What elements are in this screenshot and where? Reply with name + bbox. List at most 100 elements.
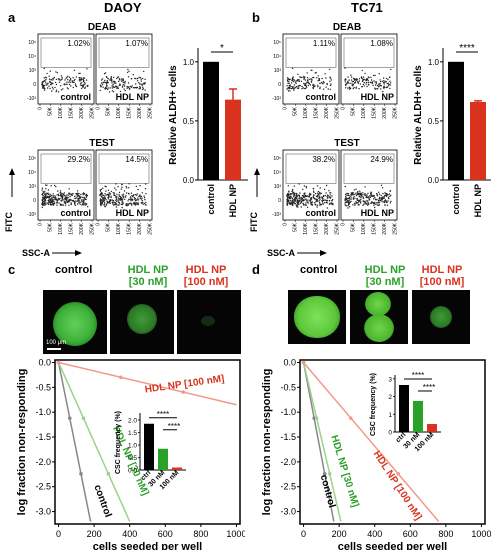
- flow-dot: [286, 88, 288, 90]
- flow-dot: [82, 192, 85, 194]
- flow-dot: [288, 85, 290, 87]
- flow-dot: [299, 192, 301, 194]
- flow-dot: [102, 196, 104, 199]
- flow-dot: [60, 193, 63, 195]
- x-axis-label: cells seeded per well: [338, 541, 447, 550]
- flow-dot: [298, 194, 300, 196]
- flow-dot: [384, 199, 387, 201]
- flow-dot: [55, 78, 58, 81]
- x-tick-label: 150K: [314, 106, 320, 118]
- bar-chart-daoy: 0.0 0.5 1.0 Relative ALDH+ cells control HDL …: [168, 43, 248, 217]
- flow-dot: [305, 86, 308, 88]
- flow-dot: [115, 203, 117, 205]
- flow-dot: [352, 80, 355, 83]
- flow-dot: [309, 199, 311, 201]
- flow-dot: [78, 202, 80, 204]
- inset-y-tick-label: 1.0: [128, 443, 137, 450]
- flow-dot: [62, 204, 64, 206]
- flow-dot: [52, 88, 54, 90]
- flow-dot: [122, 84, 124, 86]
- flow-dot: [139, 87, 141, 90]
- flow-dot: [318, 79, 320, 82]
- flow-dot: [348, 201, 350, 203]
- flow-dot: [329, 202, 331, 204]
- flow-dot: [70, 85, 72, 87]
- flow-dot: [373, 204, 375, 206]
- flow-dot: [383, 197, 385, 199]
- x-tick-label: 50K: [351, 222, 357, 232]
- flow-dot: [362, 192, 364, 194]
- y-tick-label: 0.5: [183, 117, 195, 126]
- flow-dot: [140, 83, 142, 85]
- x-tick-label: 250K: [89, 106, 95, 118]
- flow-dot: [352, 87, 354, 90]
- flow-dot: [388, 193, 391, 195]
- flow-dot: [56, 194, 58, 196]
- flow-dot: [103, 199, 106, 202]
- y-tick-label: 10⁵: [28, 156, 36, 162]
- flow-dot: [347, 205, 349, 207]
- flow-dot: [326, 83, 328, 85]
- flow-dot: [317, 190, 320, 193]
- gate-box: [343, 153, 395, 184]
- flow-dot: [65, 77, 67, 79]
- flow-dot: [135, 78, 137, 80]
- flow-dot: [292, 76, 294, 78]
- flow-dot: [378, 73, 380, 75]
- flow-dot: [374, 84, 377, 86]
- x-tick-label: 0: [56, 529, 61, 539]
- flow-dot: [387, 85, 390, 87]
- gate-percentage: 1.02%: [67, 39, 90, 48]
- flow-dot: [119, 90, 122, 93]
- flow-dot: [289, 90, 291, 92]
- flow-dot: [132, 87, 135, 89]
- flow-dot: [348, 199, 350, 202]
- flow-dot: [371, 82, 374, 84]
- flow-dot: [379, 82, 381, 85]
- flow-dot: [297, 203, 300, 205]
- flow-dot: [85, 196, 88, 198]
- spheroid-shape-top: [365, 292, 391, 316]
- flow-dot: [135, 185, 137, 188]
- flow-dot: [311, 69, 313, 72]
- flow-dot: [291, 67, 294, 70]
- flow-dot: [74, 78, 76, 81]
- flow-plot-frame: [340, 33, 398, 105]
- flow-dot: [374, 81, 376, 83]
- gate-box: [285, 37, 337, 68]
- flow-dot: [74, 83, 77, 85]
- flow-dot: [135, 83, 137, 85]
- flow-dot: [112, 85, 114, 87]
- x-axis-label: SSC-A: [22, 248, 51, 258]
- flow-dot: [383, 86, 386, 89]
- sample-label: HDL NP: [361, 92, 394, 102]
- flow-dot: [142, 77, 144, 80]
- flow-dot: [127, 192, 130, 195]
- flow-dot: [118, 195, 121, 197]
- flow-dot: [355, 79, 357, 81]
- gate-percentage: 1.11%: [313, 39, 335, 48]
- flow-dot: [354, 193, 356, 196]
- flow-dot: [136, 86, 139, 89]
- flow-dot: [325, 192, 327, 194]
- x-tick-label: 50K: [48, 222, 54, 232]
- flow-dot: [348, 86, 350, 88]
- flow-dot: [367, 76, 370, 78]
- flow-dot: [131, 195, 133, 197]
- flow-dot: [87, 206, 89, 208]
- flow-dot: [289, 195, 291, 198]
- spheroid-shape: [53, 302, 97, 346]
- flow-dot: [302, 188, 304, 191]
- flow-dot: [382, 201, 385, 203]
- flow-dot: [298, 183, 300, 185]
- flow-dot: [381, 80, 384, 82]
- flow-dot: [52, 79, 54, 81]
- flow-dot: [72, 200, 74, 202]
- flow-dot: [83, 193, 86, 195]
- flow-dot: [367, 81, 369, 84]
- flow-dot: [107, 198, 110, 200]
- flow-dot: [130, 85, 132, 88]
- flow-dot: [389, 87, 391, 90]
- flow-dot: [141, 83, 143, 86]
- flow-dot: [73, 79, 75, 82]
